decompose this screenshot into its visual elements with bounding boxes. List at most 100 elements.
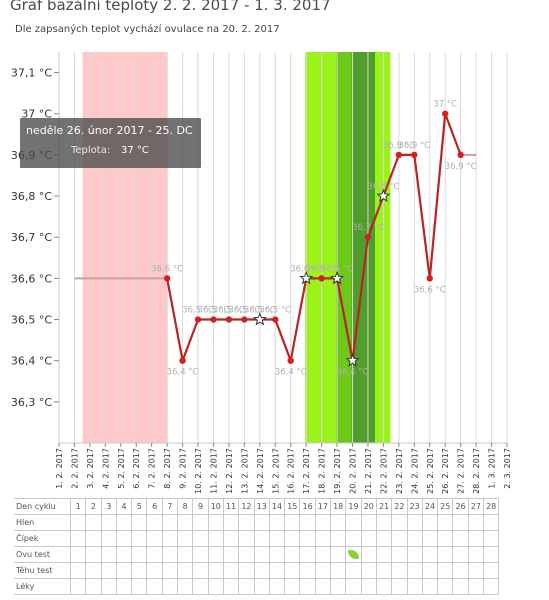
cycle-cell bbox=[268, 578, 286, 595]
cycle-cell bbox=[85, 530, 102, 547]
cycle-cell bbox=[421, 546, 439, 563]
cycle-cell bbox=[69, 578, 87, 595]
cycle-row: Těhu test bbox=[14, 562, 500, 579]
cycle-cell bbox=[222, 530, 240, 547]
data-point bbox=[442, 110, 449, 117]
cycle-cell bbox=[330, 546, 347, 563]
cycle-cell bbox=[406, 530, 423, 547]
cycle-cell bbox=[467, 562, 485, 579]
data-label: 36,4 °C bbox=[337, 368, 369, 378]
cycle-row: Den cyklu 1 2 3 4 5 6 7 8 9 10 11 12 13 14 15 16 17 18 19 20… bbox=[14, 498, 500, 515]
y-tick-label: 36,6 °C bbox=[11, 272, 52, 285]
x-tick-label: 7. 2. 2017 bbox=[148, 448, 157, 489]
cycle-cell bbox=[330, 514, 347, 531]
cycle-cell bbox=[452, 514, 469, 531]
cycle-cell bbox=[375, 578, 393, 595]
data-label: 37 °C bbox=[433, 100, 457, 110]
x-tick-label: 26. 2. 2017 bbox=[441, 448, 450, 494]
cycle-cell: 23 bbox=[406, 498, 423, 515]
data-label: 36,5 °C bbox=[259, 306, 291, 316]
cycle-cell bbox=[467, 546, 485, 563]
temperature-chart: 37,1 °C 37 °C 36,9 °C 36,8 °C 36,7 °C 36,6 °C… bbox=[11, 52, 512, 494]
x-tick-label: 16. 2. 2017 bbox=[287, 448, 296, 494]
cycle-cell bbox=[391, 514, 408, 531]
cycle-cell bbox=[284, 546, 301, 563]
cycle-cell bbox=[406, 546, 423, 563]
cycle-cell bbox=[375, 562, 393, 579]
data-label: 36,6 °C bbox=[306, 264, 338, 274]
data-label: 36,4 °C bbox=[275, 368, 307, 378]
cycle-cell bbox=[421, 514, 439, 531]
band-ovulation bbox=[351, 52, 375, 443]
cycle-cell bbox=[146, 530, 163, 547]
cycle-row: Ovu test bbox=[14, 546, 500, 563]
cycle-cell: 25 bbox=[437, 498, 454, 515]
cycle-cell bbox=[222, 578, 240, 595]
cycle-cell bbox=[177, 562, 194, 579]
cycle-cell bbox=[253, 546, 270, 563]
data-point bbox=[194, 316, 202, 323]
cycle-cell bbox=[360, 530, 377, 547]
cycle-cell bbox=[238, 530, 255, 547]
data-label: 36,5 °C bbox=[213, 306, 245, 316]
cycle-cell bbox=[391, 562, 408, 579]
x-tick-label: 23. 2. 2017 bbox=[395, 448, 404, 494]
cycle-cell bbox=[115, 514, 133, 531]
cycle-cell bbox=[391, 546, 408, 563]
tooltip-label: Teplota: bbox=[70, 145, 110, 156]
cycle-cell bbox=[314, 514, 332, 531]
cycle-cell bbox=[69, 562, 87, 579]
cycle-cell: 15 bbox=[284, 498, 301, 515]
data-label: 36,8 °C bbox=[367, 182, 399, 192]
x-tick-label: 21. 2. 2017 bbox=[364, 448, 373, 494]
cycle-cell bbox=[207, 514, 224, 531]
cycle-cell bbox=[131, 578, 148, 595]
cycle-cell bbox=[131, 562, 148, 579]
cycle-cell bbox=[345, 578, 362, 595]
point-star-marker bbox=[299, 271, 314, 285]
cycle-cell bbox=[345, 514, 362, 531]
cycle-cell: 11 bbox=[222, 498, 240, 515]
cycle-cell bbox=[207, 546, 224, 563]
x-tick-label: 4. 2. 2017 bbox=[101, 448, 110, 489]
data-label: 36,9 °C bbox=[398, 141, 430, 151]
cycle-cell bbox=[360, 578, 377, 595]
data-label: 36,6 °C bbox=[290, 264, 322, 274]
x-tick-label: 25. 2. 2017 bbox=[426, 448, 435, 494]
data-label: 36,5 °C bbox=[244, 306, 276, 316]
y-tick-label: 36,4 °C bbox=[11, 355, 52, 368]
ovulation-note: Dle zapsaných teplot vychází ovulace na … bbox=[15, 24, 280, 35]
y-tick-label: 36,3 °C bbox=[11, 396, 52, 409]
cycle-cell bbox=[483, 578, 500, 595]
x-tick-label: 22. 2. 2017 bbox=[379, 448, 388, 494]
cycle-cell bbox=[192, 562, 209, 579]
x-tick-label: 9. 2. 2017 bbox=[179, 448, 188, 489]
cycle-cell bbox=[222, 514, 240, 531]
cycle-cell bbox=[253, 578, 270, 595]
cycle-cell: 18 bbox=[330, 498, 347, 515]
x-tick-label: 1. 3. 2017 bbox=[488, 448, 497, 489]
x-tick-label: 3. 2. 2017 bbox=[86, 448, 95, 489]
cycle-cell bbox=[69, 530, 87, 547]
cycle-cell bbox=[345, 530, 362, 547]
cycle-cell: 28 bbox=[483, 498, 500, 515]
x-tick-label: 27. 2. 2017 bbox=[457, 448, 466, 494]
cycle-cell bbox=[177, 546, 194, 563]
cycle-cell bbox=[85, 562, 102, 579]
cycle-cell bbox=[391, 578, 408, 595]
cycle-cell: 5 bbox=[131, 498, 148, 515]
cycle-cell bbox=[192, 578, 209, 595]
x-tick-label: 15. 2. 2017 bbox=[271, 448, 280, 494]
cycle-cell bbox=[314, 578, 332, 595]
cycle-cell bbox=[131, 546, 148, 563]
x-tick-label: 28. 2. 2017 bbox=[472, 448, 481, 494]
cycle-cell bbox=[467, 530, 485, 547]
x-tick-label: 14. 2. 2017 bbox=[256, 448, 265, 494]
x-tick-label: 10. 2. 2017 bbox=[194, 448, 203, 494]
x-tick-label: 18. 2. 2017 bbox=[318, 448, 327, 494]
cycle-cell bbox=[100, 514, 117, 531]
data-point bbox=[364, 234, 372, 241]
cycle-cell bbox=[238, 514, 255, 531]
cycle-cell bbox=[177, 514, 194, 531]
x-tick-label: 11. 2. 2017 bbox=[209, 448, 218, 494]
